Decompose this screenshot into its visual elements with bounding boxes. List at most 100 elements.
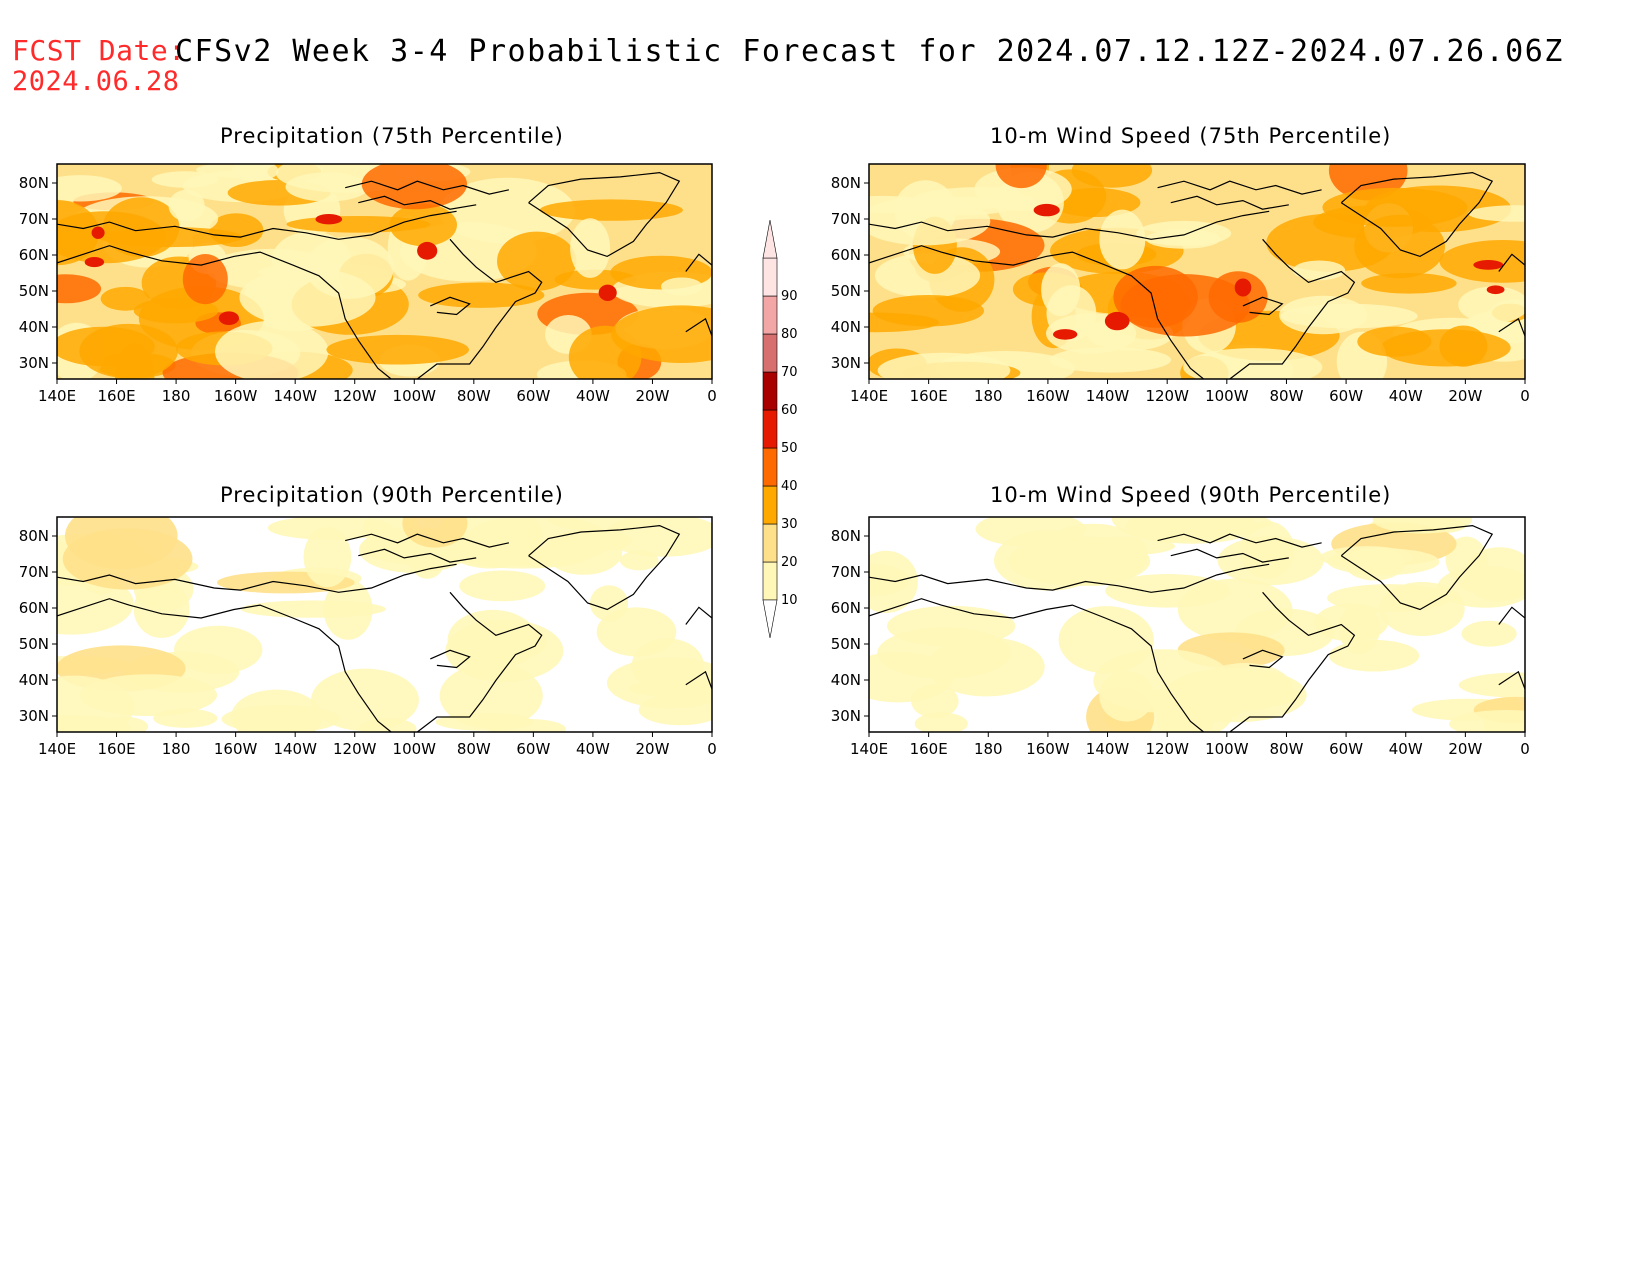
fcst-date-value: 2024.06.28 xyxy=(12,66,180,97)
field-blob xyxy=(1292,260,1346,281)
lon-label: 140E xyxy=(38,387,76,405)
coastline xyxy=(57,563,457,593)
field-blob xyxy=(168,189,205,222)
field-blob xyxy=(620,550,659,571)
field-core xyxy=(218,311,240,325)
field-blob xyxy=(1372,517,1473,534)
field-blob xyxy=(872,295,984,327)
coastline xyxy=(685,317,712,337)
lon-label: 180 xyxy=(974,387,1003,405)
lon-label: 140E xyxy=(38,740,76,758)
shaded-field-p4 xyxy=(869,517,1525,732)
coastline xyxy=(358,195,477,210)
lat-label: 70N xyxy=(19,563,49,581)
map-frame xyxy=(56,516,713,733)
coastline xyxy=(1340,524,1494,611)
coastline xyxy=(358,548,477,563)
lon-label: 140W xyxy=(273,740,317,758)
map-panel-p3: 140E 160E 180 160W 140W 120W 100W 80W 60W 40W 20W 0… xyxy=(19,516,717,758)
lat-label: 50N xyxy=(19,635,49,653)
field-blob xyxy=(914,712,968,732)
field-blob xyxy=(629,678,712,699)
field-blob xyxy=(611,305,712,363)
coastline xyxy=(430,296,471,316)
field-blob xyxy=(1147,517,1272,533)
coastline xyxy=(685,670,712,690)
field-blob xyxy=(151,171,219,188)
lon-label: 80W xyxy=(1269,387,1303,405)
lat-label: 70N xyxy=(831,563,861,581)
field-blob xyxy=(311,668,419,731)
lat-label: 30N xyxy=(831,354,861,372)
colorbar-segment xyxy=(762,333,778,373)
field-blob xyxy=(631,638,704,692)
field-core xyxy=(1053,329,1078,340)
shaded-field-p3 xyxy=(57,517,712,732)
shaded-field-p1 xyxy=(57,164,712,379)
field-blob xyxy=(661,277,703,296)
colorbar-top-arrow xyxy=(762,219,778,259)
field-blob xyxy=(497,231,577,291)
lat-label: 70N xyxy=(19,210,49,228)
field-core xyxy=(417,241,438,260)
colorbar-label: 20 xyxy=(781,555,798,570)
lon-label: 60W xyxy=(1329,387,1363,405)
lat-label: 60N xyxy=(19,246,49,264)
field-blob xyxy=(1327,584,1450,612)
coastline xyxy=(1340,171,1494,258)
coastline xyxy=(1498,253,1525,272)
field-blob xyxy=(927,637,1045,697)
lon-label: 20W xyxy=(635,387,669,405)
field-blob xyxy=(57,211,167,264)
field-blob xyxy=(1183,348,1323,379)
field-blob xyxy=(232,164,279,182)
coastline xyxy=(416,238,543,379)
field-blob xyxy=(133,298,219,324)
coastline xyxy=(528,524,681,611)
lat-label: 80N xyxy=(831,527,861,545)
lat-label: 50N xyxy=(831,282,861,300)
map-panel-p2: 140E 160E 180 160W 140W 120W 100W 80W 60W 40W 20W 0… xyxy=(831,163,1530,405)
field-blob xyxy=(1439,325,1488,367)
colorbar-segment xyxy=(762,561,778,601)
field-blob xyxy=(79,323,178,379)
field-blob xyxy=(389,203,457,247)
map-frame xyxy=(56,163,713,380)
lon-label: 120W xyxy=(333,740,377,758)
panel-title-wind-90: 10-m Wind Speed (90th Percentile) xyxy=(990,483,1392,507)
colorbar-segment xyxy=(762,523,778,563)
lon-label: 120W xyxy=(1145,387,1189,405)
lat-label: 50N xyxy=(19,282,49,300)
lat-label: 40N xyxy=(19,318,49,336)
lon-label: 40W xyxy=(1389,387,1423,405)
lon-label: 160W xyxy=(1026,387,1070,405)
field-blob xyxy=(1320,546,1413,569)
colorbar-label: 90 xyxy=(781,289,798,304)
lon-label: 80W xyxy=(1269,740,1303,758)
lat-label: 80N xyxy=(831,174,861,192)
field-blob xyxy=(1445,536,1487,582)
lat-label: 60N xyxy=(831,246,861,264)
colorbar-label: 50 xyxy=(781,441,798,456)
lat-label: 60N xyxy=(831,599,861,617)
lat-label: 80N xyxy=(19,174,49,192)
field-blob xyxy=(1354,214,1445,279)
field-blob xyxy=(182,254,228,305)
field-core xyxy=(1486,285,1505,295)
colorbar-segment xyxy=(762,447,778,487)
panel-title-wind-75: 10-m Wind Speed (75th Percentile) xyxy=(990,124,1392,148)
field-blob xyxy=(1113,265,1198,328)
field-blob xyxy=(1361,273,1457,294)
coastline xyxy=(528,171,681,258)
colorbar-segment xyxy=(762,295,778,335)
colorbar-segment xyxy=(762,257,778,297)
lon-label: 100W xyxy=(393,740,437,758)
coastline xyxy=(430,649,471,669)
field-blob xyxy=(1461,620,1517,647)
lon-label: 40W xyxy=(1389,740,1423,758)
field-blob xyxy=(1279,295,1368,335)
field-blob xyxy=(418,282,545,308)
field-blob xyxy=(1099,671,1154,722)
lat-label: 40N xyxy=(19,671,49,689)
